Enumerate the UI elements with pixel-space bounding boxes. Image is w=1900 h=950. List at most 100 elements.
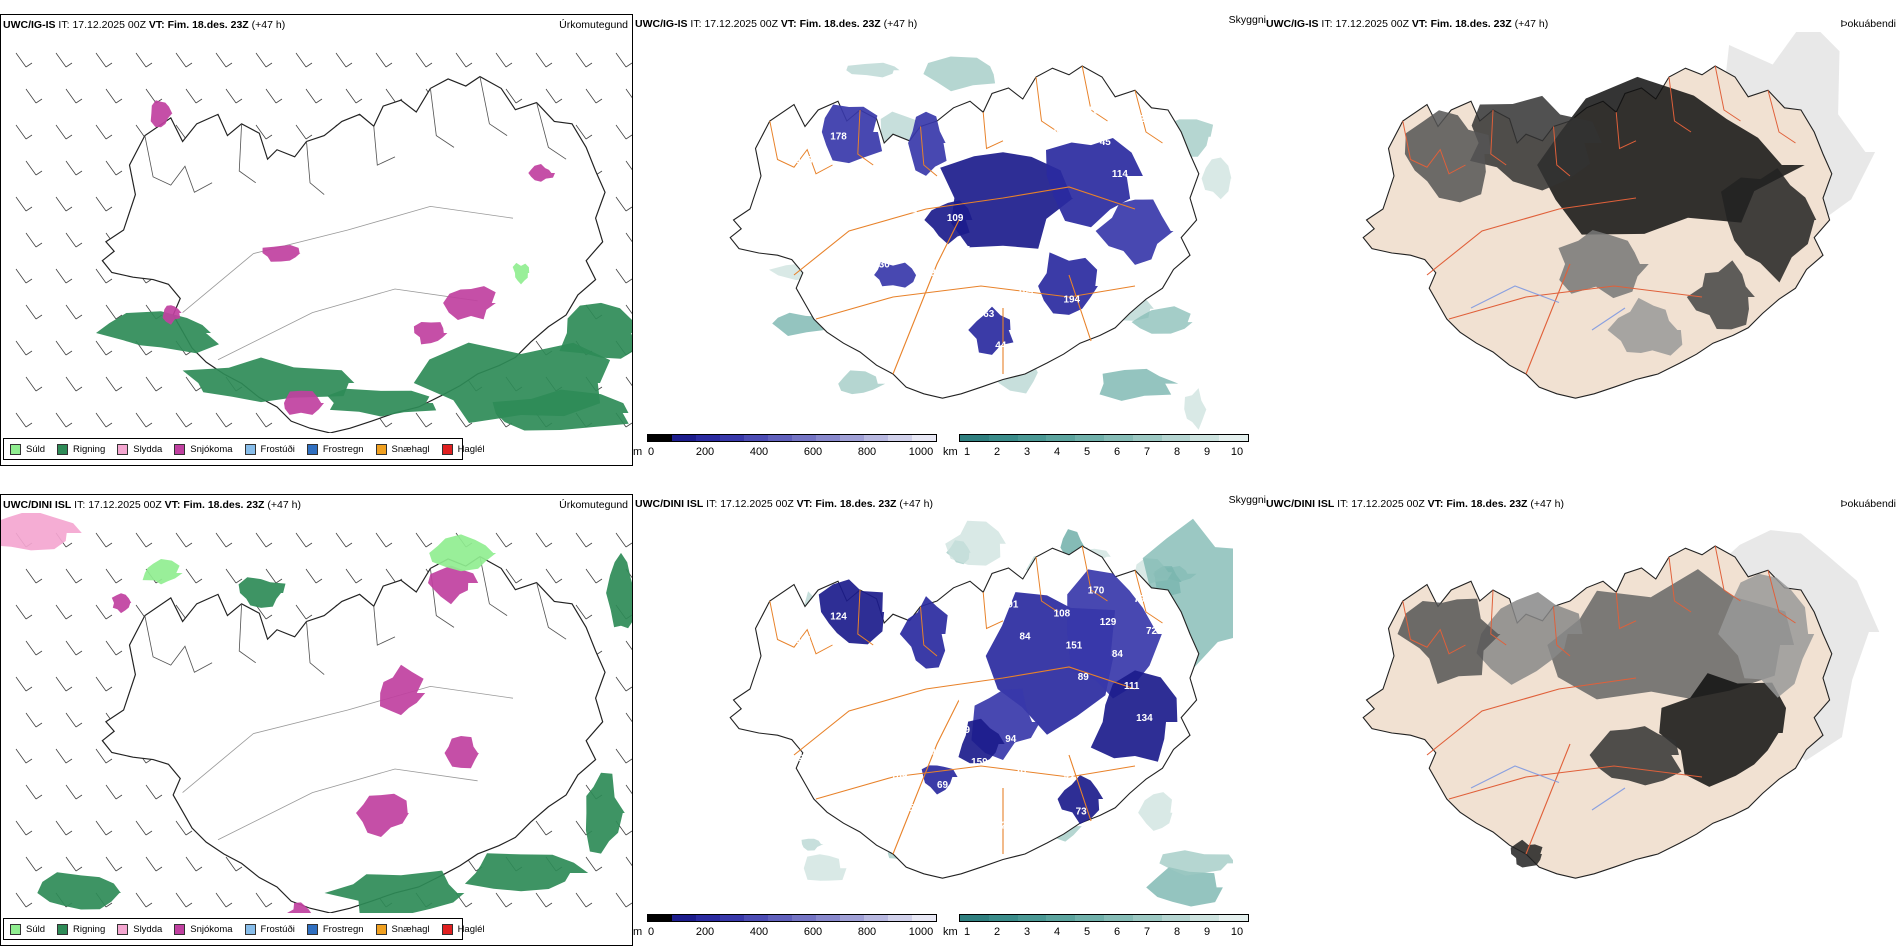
ceiling-area	[1046, 138, 1143, 228]
ceiling-label: 79	[774, 690, 786, 701]
ceiling-area	[874, 262, 917, 288]
precip-area	[1, 513, 82, 551]
vt-label: VT:	[164, 499, 181, 511]
ceiling-unit: m	[633, 446, 643, 458]
visibility-tick: 1	[963, 926, 971, 938]
visibility-tick: 7	[1143, 446, 1151, 458]
legend-swatch	[10, 923, 21, 935]
precip-area	[492, 389, 629, 431]
model-name: UWC/DINI ISL	[3, 499, 72, 511]
precip-area	[464, 853, 589, 892]
ceiling-label: 95	[774, 210, 786, 221]
it-label: IT:	[74, 499, 86, 511]
visibility-colorbar: km 1 2 3 4 5 6 7 8 9 10	[943, 434, 1253, 464]
ceiling-label: 63	[983, 309, 995, 320]
precip-area	[96, 311, 219, 354]
legend-label: Snjókoma	[190, 923, 233, 935]
visibility-area	[801, 838, 824, 851]
ceiling-area	[818, 579, 885, 645]
fog-area	[1607, 297, 1683, 356]
vt-label: VT:	[148, 19, 165, 31]
ceiling-label: 71	[1054, 128, 1066, 139]
legend-swatch	[117, 923, 129, 935]
legend-label: Haglél	[457, 443, 485, 455]
ceiling-area	[1090, 670, 1178, 762]
ceiling-label: 124	[830, 612, 847, 623]
ceiling-label: 60	[784, 123, 796, 134]
ceiling-label: 74	[1064, 775, 1076, 786]
precip-area	[262, 245, 301, 262]
ceiling-label: 43	[925, 268, 937, 279]
legend-label: Frostúði	[260, 443, 295, 455]
roads	[1426, 197, 1703, 375]
precip-area	[142, 559, 183, 585]
panel-header: UWC/DINI ISL IT: 17.12.2025 00Z VT: Fim.…	[1266, 498, 1564, 511]
legend-item: Rigning	[57, 923, 105, 935]
ceiling-tick: 200	[695, 926, 715, 938]
legend-item: Slydda	[117, 443, 163, 455]
ceiling-colorbar: m 0 200 400 600 800 1000	[633, 434, 938, 464]
panel-header: UWC/IG-IS IT: 17.12.2025 00Z VT: Fim. 18…	[635, 18, 917, 31]
ceiling-label: 30	[879, 259, 891, 270]
ceiling-label: 249	[925, 748, 942, 759]
ceiling-colorbar-bar	[647, 434, 937, 442]
vt-label: VT:	[796, 498, 813, 510]
visibility-tick: 4	[1053, 446, 1061, 458]
coastline	[101, 75, 606, 433]
fog-area	[1404, 110, 1492, 203]
ceiling-label: 103	[796, 155, 813, 166]
ceiling-label: 72	[1146, 626, 1158, 637]
visibility-area	[1138, 792, 1173, 831]
panel-title: Skyggni	[1228, 14, 1266, 26]
legend-item: Haglél	[441, 443, 485, 455]
ceiling-label: 91	[1007, 600, 1019, 611]
legend-label: Frostregn	[322, 443, 364, 455]
ceiling-label: 47	[786, 722, 798, 733]
panel-header: UWC/IG-IS IT: 17.12.2025 00Z VT: Fim. 18…	[3, 19, 285, 32]
it-value: 17.12.2025 00Z	[72, 19, 146, 31]
precip-area	[37, 872, 121, 910]
ceiling-label: 159	[971, 757, 988, 768]
legend-label: Súld	[26, 923, 46, 935]
ceiling-label: 102	[784, 603, 801, 614]
ceiling-label: 146	[913, 236, 930, 247]
visibility-tick: 5	[1083, 446, 1091, 458]
ceiling-label: 77	[808, 187, 820, 198]
fog-area	[1397, 598, 1501, 685]
ceiling-label: 104	[1017, 286, 1034, 297]
visibility-area	[1201, 157, 1232, 200]
legend-swatch	[57, 443, 69, 455]
ceiling-label: 150	[820, 699, 837, 710]
ceiling-tick: 800	[857, 926, 877, 938]
ceiling-label: 114	[1122, 335, 1138, 346]
precip-area	[111, 593, 132, 614]
legend-item: Snæhagl	[375, 923, 430, 935]
roads	[793, 186, 1136, 375]
ceiling-area	[821, 104, 883, 164]
ceiling-label: 84	[889, 172, 901, 183]
coastline	[101, 555, 606, 913]
legend-swatch	[174, 923, 186, 935]
visibility-tick: 4	[1053, 926, 1061, 938]
ceiling-label: 132	[1029, 318, 1046, 329]
precip-area	[380, 664, 426, 716]
legend-swatch	[375, 443, 387, 455]
precip-area	[182, 357, 355, 403]
precip-area	[443, 286, 496, 320]
ceiling-tick: 600	[803, 926, 823, 938]
legend-label: Slydda	[133, 443, 163, 455]
ceiling-label: 183	[1005, 254, 1022, 265]
ceiling-label: 109	[947, 213, 964, 224]
ceiling-label: 73	[857, 794, 869, 805]
panel-title: Skyggni	[1228, 494, 1266, 506]
precip-area	[528, 164, 555, 182]
visibility-tick: 7	[1143, 926, 1151, 938]
ceiling-label: 126	[1134, 114, 1151, 125]
ceiling-label: 105	[867, 707, 884, 718]
legend-swatch	[10, 443, 21, 455]
rivers	[1470, 285, 1626, 331]
ceiling-label: 113	[772, 571, 788, 582]
visibility-tick: 8	[1173, 926, 1181, 938]
fog-area	[1686, 260, 1755, 330]
model-name: UWC/DINI ISL	[635, 498, 704, 510]
